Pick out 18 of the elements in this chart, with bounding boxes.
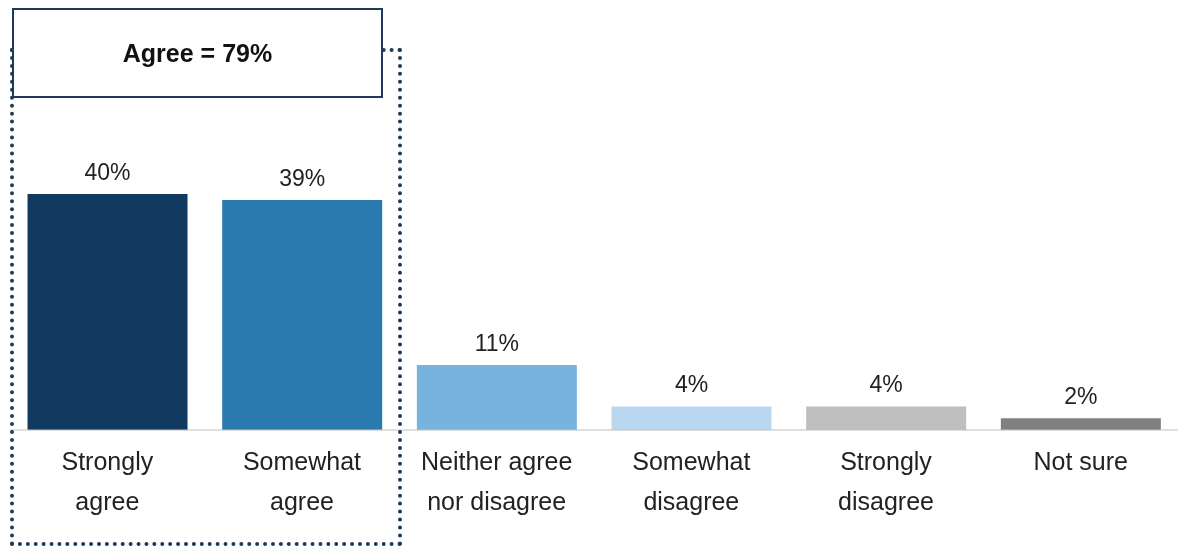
data-label: 4%: [674, 371, 709, 398]
x-tick-label: Somewhat disagree: [632, 447, 751, 515]
x-tick-label: Somewhat agree: [242, 447, 362, 515]
bar: [1000, 418, 1161, 430]
x-tick-label: Strongly disagree: [838, 447, 934, 515]
data-label: 39%: [279, 164, 326, 191]
bar: [27, 194, 188, 430]
bar: [611, 406, 772, 430]
bar: [416, 365, 577, 430]
data-label: 2%: [1064, 383, 1098, 410]
text: Agree = 79%: [12, 8, 383, 98]
x-tick-label: Strongly agree: [61, 447, 154, 515]
bar: [222, 199, 383, 430]
x-tick-label: Neither agree nor disagree: [420, 447, 573, 515]
data-label: 40%: [84, 159, 131, 185]
data-label: 4%: [869, 371, 903, 398]
data-label: 11%: [474, 330, 520, 357]
x-tick-label: Not sure: [1033, 447, 1128, 475]
